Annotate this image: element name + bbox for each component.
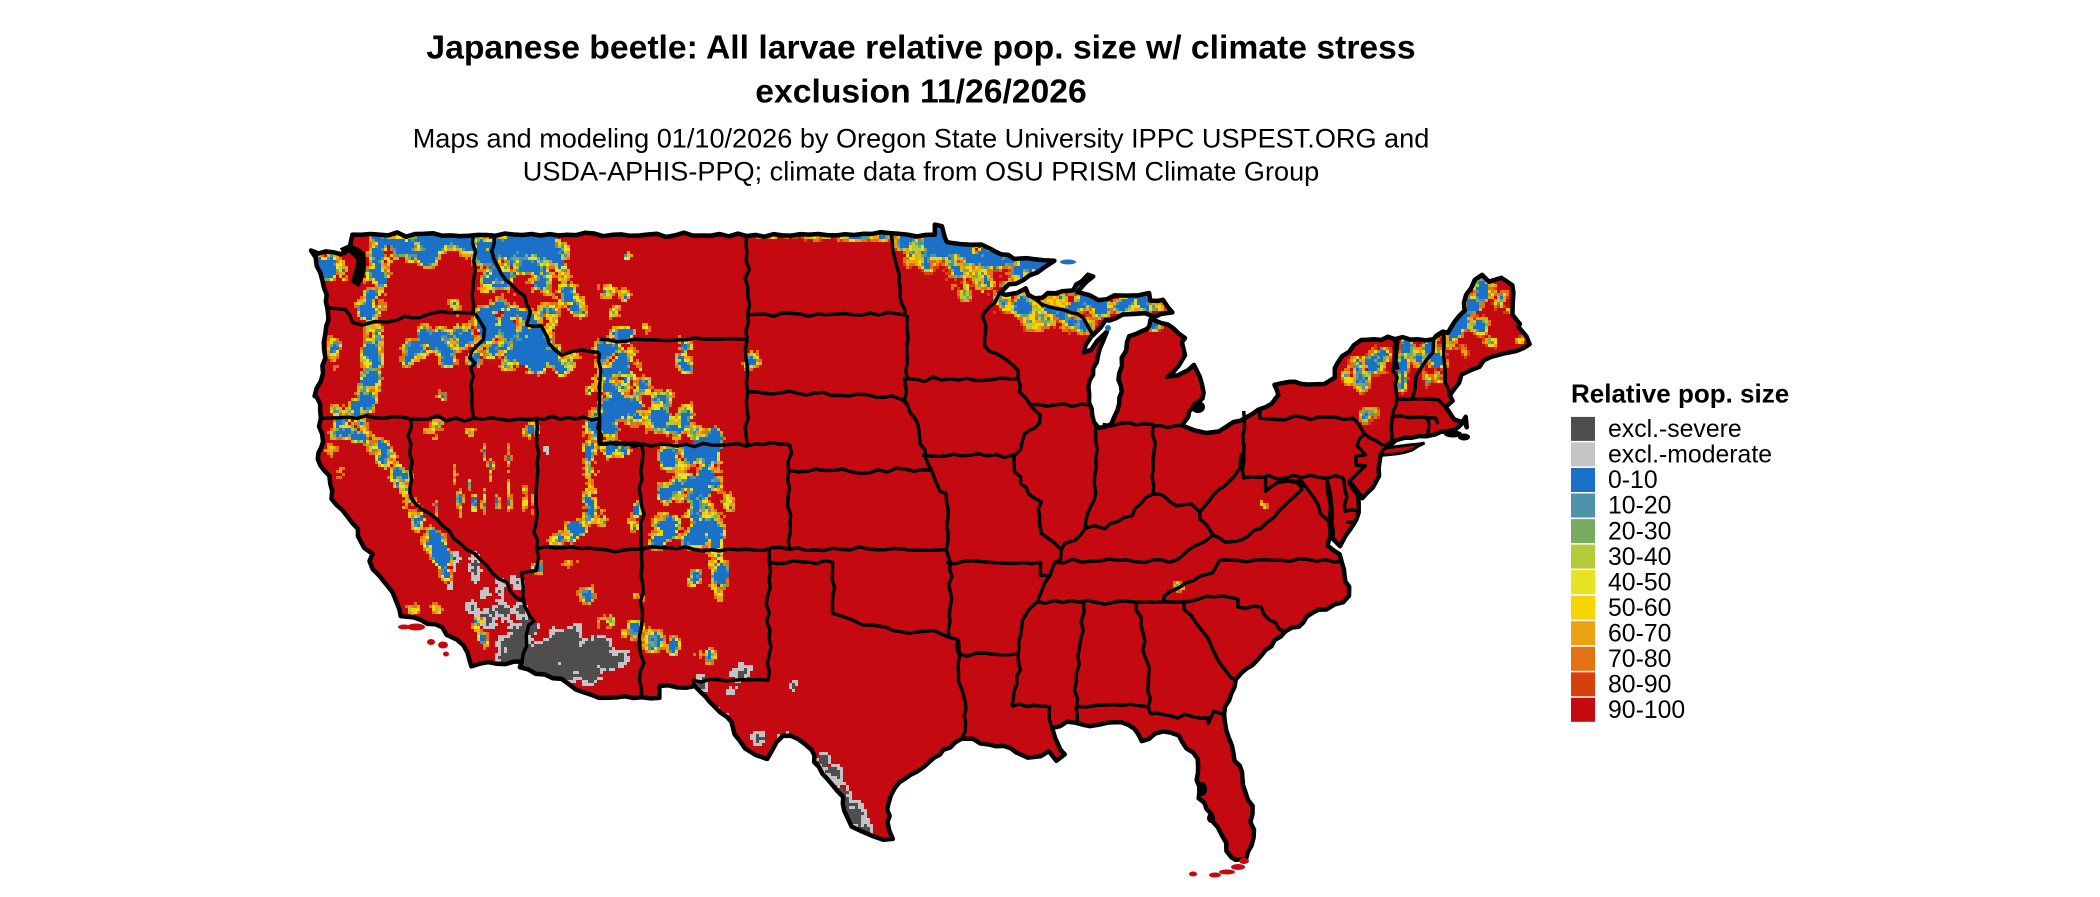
svg-text:Relative pop. size: Relative pop. size [1571,378,1789,408]
svg-text:30-40: 30-40 [1608,544,1671,571]
svg-text:60-70: 60-70 [1608,620,1671,647]
svg-text:80-90: 80-90 [1608,672,1671,699]
svg-text:USDA-APHIS-PPQ; climate data f: USDA-APHIS-PPQ; climate data from OSU PR… [523,156,1319,187]
svg-text:0-10: 0-10 [1608,467,1658,494]
svg-text:excl.-severe: excl.-severe [1608,416,1742,443]
svg-text:Maps and modeling 01/10/2026 b: Maps and modeling 01/10/2026 by Oregon S… [413,123,1430,154]
svg-text:Japanese beetle: All larvae re: Japanese beetle: All larvae relative pop… [426,28,1415,66]
svg-text:excl.-moderate: excl.-moderate [1608,442,1772,469]
svg-text:20-30: 20-30 [1608,518,1671,545]
svg-text:90-100: 90-100 [1608,697,1685,724]
svg-text:exclusion 11/26/2026: exclusion 11/26/2026 [755,72,1087,110]
svg-text:50-60: 50-60 [1608,595,1671,622]
svg-text:10-20: 10-20 [1608,493,1671,520]
svg-text:70-80: 70-80 [1608,646,1671,673]
svg-text:40-50: 40-50 [1608,569,1671,596]
